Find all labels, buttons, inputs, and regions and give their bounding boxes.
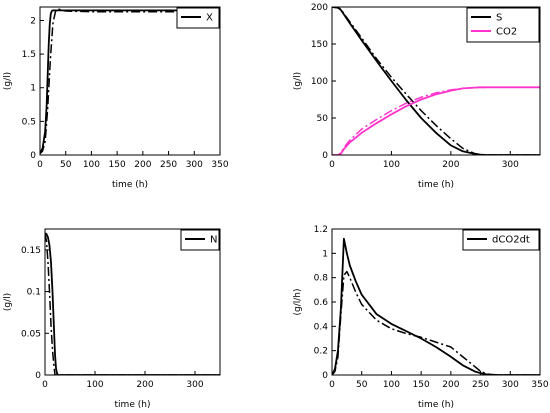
y-tick-label: 1 xyxy=(30,84,36,94)
x-tick-label: 100 xyxy=(83,160,100,170)
series-line-N-model xyxy=(45,232,220,375)
chart-panel-S: 0 100 200 300 0 50 100 150 200 time (h) (g/l) S CO2 xyxy=(293,3,541,190)
x-tick-label: 200 xyxy=(442,380,459,390)
y-tick-label: 0.1 xyxy=(27,288,41,298)
x-axis-label: time (h) xyxy=(418,180,454,190)
y-tick-label: 50 xyxy=(317,114,329,124)
x-tick-label: 350 xyxy=(531,380,548,390)
y-tick-label: 0 xyxy=(322,151,328,161)
series-line-S-model xyxy=(332,7,540,155)
legend: dCO2dt xyxy=(462,229,540,251)
series-line-N-exp xyxy=(45,233,220,375)
y-tick-label: 200 xyxy=(311,3,328,13)
series-line-CO2-exp xyxy=(332,86,540,155)
y-tick-label: 0.05 xyxy=(21,329,41,339)
x-tick-label: 150 xyxy=(109,160,126,170)
y-axis-label: (g/l) xyxy=(3,293,13,311)
x-tick-label: 300 xyxy=(186,380,203,390)
x-axis-label: time (h) xyxy=(115,400,151,410)
plot-frame xyxy=(44,228,221,376)
legend-label: N xyxy=(210,235,217,246)
y-axis-label: (g/l/h) xyxy=(293,288,303,315)
y-axis-label: (g/l) xyxy=(293,72,303,90)
chart-panel-N: 0 100 200 300 0 0.05 0.1 0.15 time (h) (g/l) N xyxy=(3,228,221,410)
legend-box xyxy=(466,7,540,43)
x-tick-label: 300 xyxy=(186,160,203,170)
series-line-dCO2-exp xyxy=(332,270,540,375)
y-tick-label: 2 xyxy=(30,16,36,26)
x-tick-label: 250 xyxy=(160,160,177,170)
y-tick-label: 0.2 xyxy=(314,347,328,357)
y-tick-label: 150 xyxy=(311,40,328,50)
series-line-dCO2-model xyxy=(332,237,540,375)
y-tick-label: 0.15 xyxy=(21,246,41,256)
legend: N xyxy=(180,229,220,251)
y-tick-label: 0.4 xyxy=(314,322,329,332)
x-tick-label: 300 xyxy=(502,160,519,170)
plot-frame xyxy=(39,6,221,156)
y-tick-label: 0 xyxy=(322,371,328,381)
x-tick-label: 250 xyxy=(472,380,489,390)
x-tick-label: 0 xyxy=(37,160,43,170)
legend-label: dCO2dt xyxy=(492,235,530,246)
plot-frame xyxy=(331,228,541,376)
legend-label: CO2 xyxy=(496,27,517,38)
x-tick-label: 150 xyxy=(413,380,430,390)
legend-label: S xyxy=(496,13,502,24)
x-tick-label: 100 xyxy=(86,380,103,390)
series-line-CO2-model xyxy=(332,86,540,155)
x-tick-label: 200 xyxy=(136,380,153,390)
y-axis-label: (g/l) xyxy=(3,72,13,90)
y-tick-label: 0.6 xyxy=(314,298,329,308)
y-tick-label: 0 xyxy=(35,371,41,381)
y-tick-label: 1.2 xyxy=(314,225,328,235)
x-tick-label: 200 xyxy=(442,160,459,170)
x-tick-label: 50 xyxy=(60,160,72,170)
x-tick-label: 350 xyxy=(211,160,228,170)
y-tick-label: 0.5 xyxy=(22,117,36,127)
y-tick-label: 0 xyxy=(30,151,36,161)
x-tick-label: 0 xyxy=(42,380,48,390)
x-tick-label: 50 xyxy=(356,380,368,390)
x-tick-label: 200 xyxy=(134,160,151,170)
legend: X xyxy=(176,7,220,29)
x-axis-label: time (h) xyxy=(418,400,454,410)
y-tick-label: 1.5 xyxy=(22,50,36,60)
y-tick-label: 1 xyxy=(322,249,328,259)
series-line-X-exp xyxy=(40,8,220,155)
series-line-S-exp xyxy=(332,7,540,155)
chart-panel-dCO2dt: 0 50 100 150 200 250 300 350 0 0.2 0.4 0.6 0.8 1 1.2 ti… xyxy=(293,225,549,410)
x-tick-label: 0 xyxy=(329,160,335,170)
legend-label: X xyxy=(206,13,213,24)
x-tick-label: 100 xyxy=(383,380,400,390)
y-tick-label: 0.8 xyxy=(314,274,329,284)
legend: S CO2 xyxy=(466,7,540,43)
x-tick-label: 300 xyxy=(502,380,519,390)
series-line-X-model xyxy=(40,9,220,155)
legend-box xyxy=(462,229,540,251)
x-axis-label: time (h) xyxy=(112,180,148,190)
y-tick-label: 100 xyxy=(311,77,328,87)
x-tick-label: 100 xyxy=(383,160,400,170)
x-tick-label: 0 xyxy=(329,380,335,390)
chart-panel-X: 0 50 100 150 200 250 300 350 0 0.5 1 1.5 2 time (h) (g… xyxy=(3,6,229,190)
